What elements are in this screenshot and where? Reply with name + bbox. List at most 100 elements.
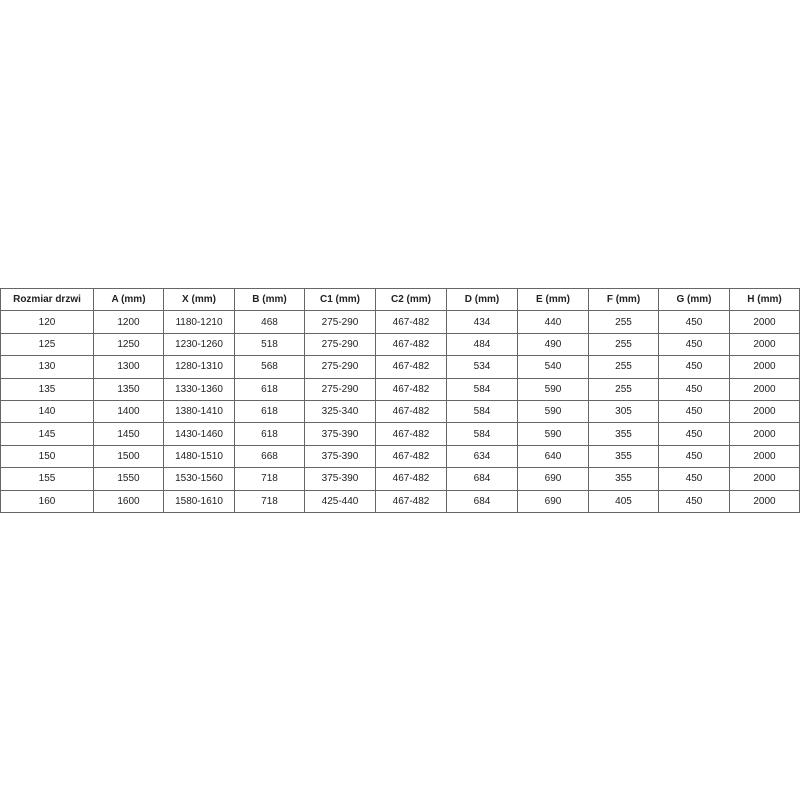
table-cell: 255 xyxy=(588,377,659,401)
table-cell: 450 xyxy=(658,444,730,469)
table-cell: 355 xyxy=(588,467,659,491)
table-cell: 640 xyxy=(517,444,589,469)
table-row: 150 1500 1480-1510 668 375-390 467-482 634 640 3… xyxy=(0,444,800,469)
table-cell: 2000 xyxy=(729,489,800,513)
table-cell: 1300 xyxy=(93,355,164,379)
column-header: H (mm) xyxy=(729,287,800,312)
table-cell: 355 xyxy=(588,444,659,469)
column-header: Rozmiar drzwi xyxy=(0,287,94,312)
table-cell: 1430-1460 xyxy=(163,422,235,446)
table-cell: 467-482 xyxy=(375,332,447,357)
table-cell: 375-390 xyxy=(304,467,376,491)
table-row: 135 1350 1330-1360 618 275-290 467-482 584 590 2… xyxy=(0,377,800,401)
column-header: C1 (mm) xyxy=(304,287,376,312)
table-cell: 2000 xyxy=(729,422,800,446)
table-cell: 440 xyxy=(517,310,589,334)
table-cell: 668 xyxy=(234,444,305,469)
table-cell: 718 xyxy=(234,489,305,513)
table-cell: 155 xyxy=(0,467,94,491)
table-cell: 2000 xyxy=(729,399,800,424)
table-cell: 450 xyxy=(658,467,730,491)
table-row: 125 1250 1230-1260 518 275-290 467-482 484 490 2… xyxy=(0,332,800,357)
table-row: 145 1450 1430-1460 618 375-390 467-482 584 590 3… xyxy=(0,422,800,446)
table-cell: 590 xyxy=(517,422,589,446)
table-cell: 1600 xyxy=(93,489,164,513)
column-header: F (mm) xyxy=(588,287,659,312)
table-cell: 405 xyxy=(588,489,659,513)
table-cell: 467-482 xyxy=(375,467,447,491)
table-cell: 275-290 xyxy=(304,310,376,334)
table-cell: 1530-1560 xyxy=(163,467,235,491)
table-cell: 467-482 xyxy=(375,399,447,424)
table-cell: 450 xyxy=(658,422,730,446)
table-cell: 2000 xyxy=(729,310,800,334)
table-cell: 125 xyxy=(0,332,94,357)
table-cell: 375-390 xyxy=(304,422,376,446)
column-header: G (mm) xyxy=(658,287,730,312)
header-row: Rozmiar drzwi A (mm) X (mm) B (mm) C1 (mm) C2… xyxy=(0,287,800,312)
table-cell: 434 xyxy=(446,310,518,334)
table-cell: 590 xyxy=(517,377,589,401)
table-cell: 305 xyxy=(588,399,659,424)
table-cell: 355 xyxy=(588,422,659,446)
table-cell: 255 xyxy=(588,355,659,379)
table-cell: 1450 xyxy=(93,422,164,446)
table-cell: 325-340 xyxy=(304,399,376,424)
table-cell: 2000 xyxy=(729,355,800,379)
table-cell: 584 xyxy=(446,399,518,424)
table-cell: 518 xyxy=(234,332,305,357)
table-cell: 690 xyxy=(517,467,589,491)
table-row: 155 1550 1530-1560 718 375-390 467-482 684 690 3… xyxy=(0,467,800,491)
table-cell: 684 xyxy=(446,489,518,513)
table-cell: 1350 xyxy=(93,377,164,401)
table-cell: 590 xyxy=(517,399,589,424)
table-cell: 484 xyxy=(446,332,518,357)
table-cell: 1580-1610 xyxy=(163,489,235,513)
table-cell: 275-290 xyxy=(304,355,376,379)
table-cell: 2000 xyxy=(729,332,800,357)
table-cell: 450 xyxy=(658,310,730,334)
table-cell: 2000 xyxy=(729,467,800,491)
table-cell: 275-290 xyxy=(304,332,376,357)
table-cell: 450 xyxy=(658,377,730,401)
table-cell: 468 xyxy=(234,310,305,334)
table-cell: 1180-1210 xyxy=(163,310,235,334)
table-cell: 135 xyxy=(0,377,94,401)
dimensions-table: Rozmiar drzwi A (mm) X (mm) B (mm) C1 (mm) C2… xyxy=(0,287,800,513)
table-cell: 2000 xyxy=(729,377,800,401)
table-cell: 255 xyxy=(588,332,659,357)
table-cell: 467-482 xyxy=(375,489,447,513)
column-header: X (mm) xyxy=(163,287,235,312)
table-cell: 1280-1310 xyxy=(163,355,235,379)
table-cell: 1550 xyxy=(93,467,164,491)
table-cell: 140 xyxy=(0,399,94,424)
table-cell: 1200 xyxy=(93,310,164,334)
table-cell: 467-482 xyxy=(375,355,447,379)
table-cell: 1230-1260 xyxy=(163,332,235,357)
table-cell: 568 xyxy=(234,355,305,379)
table-cell: 450 xyxy=(658,332,730,357)
table-cell: 467-482 xyxy=(375,377,447,401)
table-cell: 145 xyxy=(0,422,94,446)
table-cell: 490 xyxy=(517,332,589,357)
column-header: E (mm) xyxy=(517,287,589,312)
table-row: 140 1400 1380-1410 618 325-340 467-482 584 590 3… xyxy=(0,399,800,424)
table-cell: 425-440 xyxy=(304,489,376,513)
table-cell: 534 xyxy=(446,355,518,379)
table-cell: 1330-1360 xyxy=(163,377,235,401)
table-cell: 450 xyxy=(658,399,730,424)
table-cell: 450 xyxy=(658,489,730,513)
table-cell: 255 xyxy=(588,310,659,334)
table-cell: 1400 xyxy=(93,399,164,424)
table-cell: 684 xyxy=(446,467,518,491)
table-cell: 275-290 xyxy=(304,377,376,401)
table-cell: 150 xyxy=(0,444,94,469)
table-cell: 130 xyxy=(0,355,94,379)
table-cell: 2000 xyxy=(729,444,800,469)
table-cell: 690 xyxy=(517,489,589,513)
table-cell: 584 xyxy=(446,377,518,401)
column-header: B (mm) xyxy=(234,287,305,312)
table-cell: 160 xyxy=(0,489,94,513)
table-row: 120 1200 1180-1210 468 275-290 467-482 434 440 2… xyxy=(0,310,800,334)
column-header: A (mm) xyxy=(93,287,164,312)
